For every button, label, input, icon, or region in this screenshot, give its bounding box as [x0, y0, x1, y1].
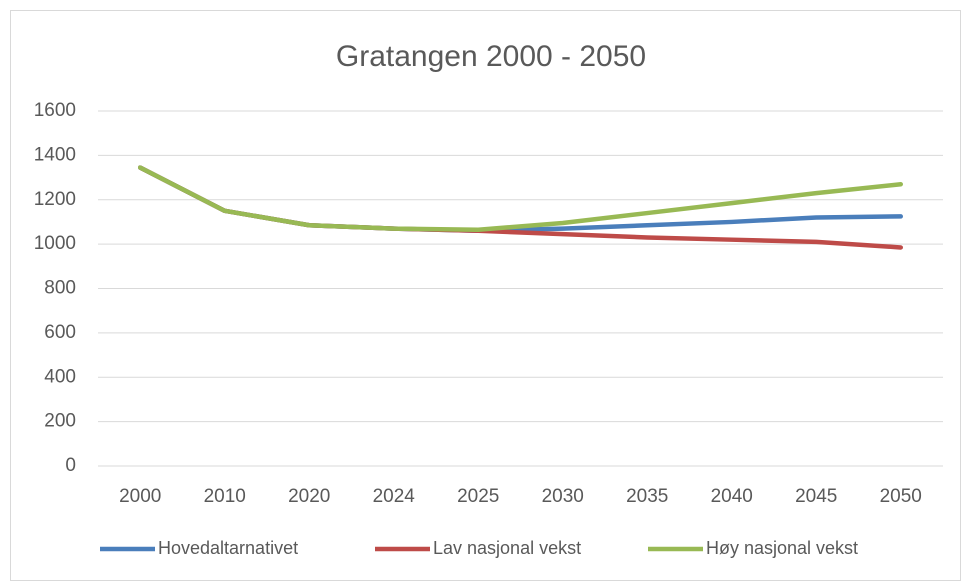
x-tick-label: 2040 — [711, 486, 753, 507]
y-tick-label: 600 — [44, 322, 76, 343]
x-tick-label: 2020 — [288, 486, 330, 507]
x-tick-label: 2010 — [204, 486, 246, 507]
legend-label: Hovedaltarnativet — [158, 538, 298, 558]
y-tick-label: 800 — [44, 278, 76, 299]
y-tick-label: 1400 — [34, 144, 76, 165]
chart-title: Gratangen 2000 - 2050 — [336, 40, 646, 73]
x-tick-label: 2050 — [880, 486, 922, 507]
x-tick-label: 2025 — [457, 486, 499, 507]
x-tick-label: 2035 — [626, 486, 668, 507]
x-tick-label: 2045 — [795, 486, 837, 507]
y-tick-label: 1000 — [34, 233, 76, 254]
x-tick-label: 2024 — [373, 486, 416, 507]
series-line — [138, 165, 903, 232]
legend-label: Lav nasjonal vekst — [433, 538, 581, 558]
y-tick-label: 1600 — [34, 100, 76, 121]
y-tick-label: 400 — [44, 366, 76, 387]
legend-label: Høy nasjonal vekst — [706, 538, 858, 558]
x-tick-label: 2030 — [542, 486, 584, 507]
x-tick-label: 2000 — [119, 486, 161, 507]
y-tick-label: 200 — [44, 411, 76, 432]
y-tick-label: 1200 — [34, 189, 76, 210]
y-tick-label: 0 — [65, 455, 76, 476]
chart-frame — [10, 10, 961, 581]
